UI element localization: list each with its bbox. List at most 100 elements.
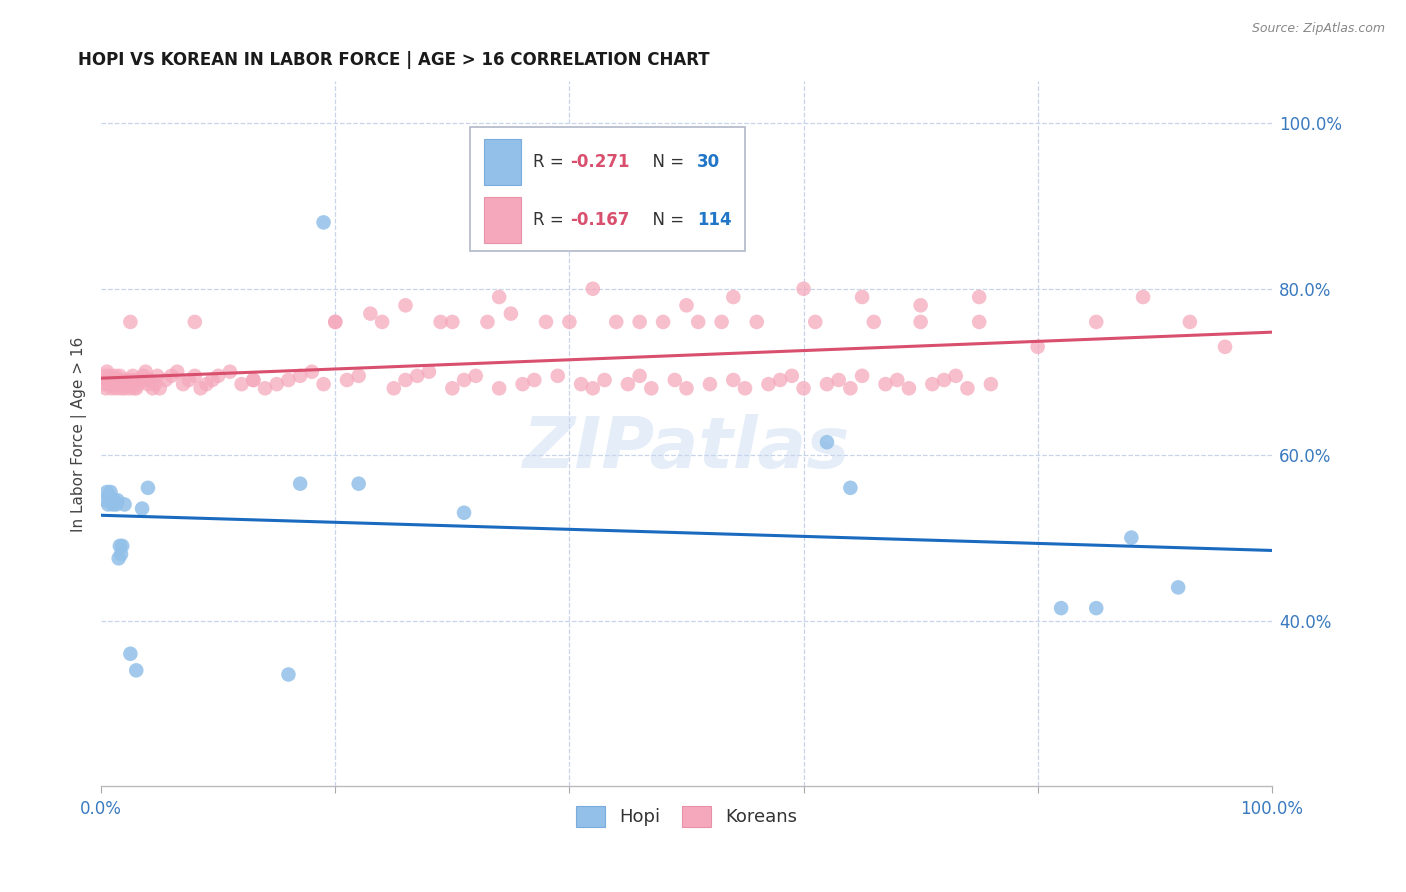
Point <box>453 506 475 520</box>
Point <box>312 215 335 229</box>
Point <box>793 282 815 296</box>
Point <box>121 377 143 392</box>
Point <box>94 493 117 508</box>
Point <box>93 368 115 383</box>
Point <box>120 647 142 661</box>
Point <box>499 307 522 321</box>
Point <box>104 368 127 383</box>
Point <box>201 373 224 387</box>
Point <box>429 315 451 329</box>
Text: Source: ZipAtlas.com: Source: ZipAtlas.com <box>1251 22 1385 36</box>
Point <box>441 381 464 395</box>
Point <box>107 493 129 508</box>
Point <box>125 373 148 387</box>
Point <box>723 290 745 304</box>
Point <box>253 381 276 395</box>
Point <box>114 377 136 392</box>
Point <box>582 282 605 296</box>
Point <box>101 498 124 512</box>
Point <box>100 381 122 395</box>
Y-axis label: In Labor Force | Age > 16: In Labor Force | Age > 16 <box>72 336 87 532</box>
Point <box>121 368 143 383</box>
Point <box>96 365 118 379</box>
Point <box>97 498 120 512</box>
Point <box>242 373 264 387</box>
Point <box>110 547 132 561</box>
Text: ZIPatlas: ZIPatlas <box>523 414 851 483</box>
Text: 30: 30 <box>697 153 720 170</box>
Point <box>605 315 627 329</box>
Point <box>136 373 159 387</box>
Point <box>464 368 486 383</box>
Legend: Hopi, Koreans: Hopi, Koreans <box>568 798 804 834</box>
Point <box>910 298 932 312</box>
Point <box>967 290 990 304</box>
Point <box>547 368 569 383</box>
Point <box>1121 531 1143 545</box>
Point <box>839 381 862 395</box>
Point <box>745 315 768 329</box>
Point <box>105 381 128 395</box>
Point <box>101 377 124 392</box>
Point <box>122 381 145 395</box>
Point <box>1085 315 1108 329</box>
Point <box>108 539 131 553</box>
Point <box>886 373 908 387</box>
Text: -0.167: -0.167 <box>571 211 630 228</box>
Point <box>129 373 152 387</box>
Point <box>967 315 990 329</box>
Text: -0.271: -0.271 <box>571 153 630 170</box>
Point <box>301 365 323 379</box>
Point <box>100 493 122 508</box>
Point <box>288 368 311 383</box>
Point <box>132 368 155 383</box>
Point <box>288 476 311 491</box>
Text: R =: R = <box>533 153 569 170</box>
Point <box>804 315 827 329</box>
Point <box>277 667 299 681</box>
Point <box>219 365 242 379</box>
Point <box>441 315 464 329</box>
Point <box>921 377 943 392</box>
Point <box>347 368 370 383</box>
Point <box>769 373 792 387</box>
Point <box>96 485 118 500</box>
Point <box>932 373 955 387</box>
Point <box>815 377 838 392</box>
Text: N =: N = <box>643 153 689 170</box>
Point <box>1178 315 1201 329</box>
Point <box>710 315 733 329</box>
Text: R =: R = <box>533 211 569 228</box>
Point <box>1085 601 1108 615</box>
Point <box>115 373 138 387</box>
Point <box>839 481 862 495</box>
Point <box>207 368 229 383</box>
Point <box>523 373 546 387</box>
Point <box>897 381 920 395</box>
Point <box>114 377 136 392</box>
Point <box>143 377 166 392</box>
Text: HOPI VS KOREAN IN LABOR FORCE | AGE > 16 CORRELATION CHART: HOPI VS KOREAN IN LABOR FORCE | AGE > 16… <box>77 51 710 69</box>
Point <box>593 373 616 387</box>
Point <box>558 315 581 329</box>
Point <box>851 368 873 383</box>
Point <box>142 381 165 395</box>
Point <box>312 377 335 392</box>
Point <box>93 377 115 392</box>
Point <box>956 381 979 395</box>
Point <box>477 315 499 329</box>
Point <box>862 315 884 329</box>
Point <box>1132 290 1154 304</box>
Point <box>128 377 150 392</box>
Bar <box>484 197 522 243</box>
Point <box>347 476 370 491</box>
Point <box>160 368 183 383</box>
Point <box>190 381 212 395</box>
Point <box>94 381 117 395</box>
Point <box>184 368 207 383</box>
Point <box>120 373 142 387</box>
Point <box>371 315 394 329</box>
Point <box>828 373 851 387</box>
Point <box>406 368 429 383</box>
Text: N =: N = <box>643 211 689 228</box>
